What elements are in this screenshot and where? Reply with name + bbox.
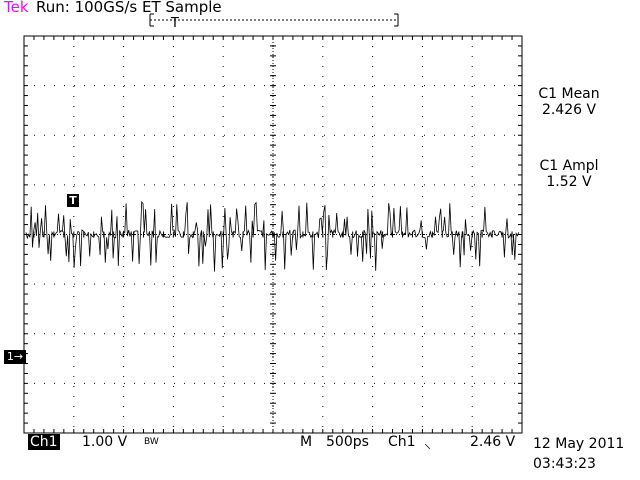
acquisition-status: Run: 100GS/s ET Sample xyxy=(36,0,222,16)
brand-logo: Tek xyxy=(4,0,29,16)
measurement-mean-value: 2.426 V xyxy=(541,102,597,118)
measurement-ampl-value: 1.52 V xyxy=(546,174,592,190)
measurement-mean-label: C1 Mean xyxy=(538,86,600,102)
status-bar: Tek Run: 100GS/s ET Sample xyxy=(0,0,640,16)
trigger-source: Ch1 xyxy=(388,434,416,450)
time: 03:43:23 xyxy=(533,456,596,472)
falling-edge-icon: ⸜ xyxy=(424,436,431,452)
measurement-ampl: C1 Ampl 1.52 V xyxy=(524,158,614,190)
timebase-scale: 500ps xyxy=(326,434,369,450)
waveform-trace xyxy=(25,201,520,272)
date: 12 May 2011 xyxy=(533,436,625,452)
record-trigger-marker: T xyxy=(170,16,179,30)
record-view-bar: T xyxy=(149,13,399,30)
trigger-level: 2.46 V xyxy=(470,434,516,450)
timebase-prefix: M xyxy=(300,434,313,450)
channel-label[interactable]: Ch1 xyxy=(28,434,60,450)
channel-scale: 1.00 V xyxy=(82,434,128,450)
trigger-position-marker: T xyxy=(67,194,79,207)
measurement-ampl-label: C1 Ampl xyxy=(539,158,599,174)
bandwidth-indicator: BW xyxy=(144,437,159,447)
ch1-ground-marker: 1→ xyxy=(4,350,26,364)
measurement-mean: C1 Mean 2.426 V xyxy=(524,86,614,118)
